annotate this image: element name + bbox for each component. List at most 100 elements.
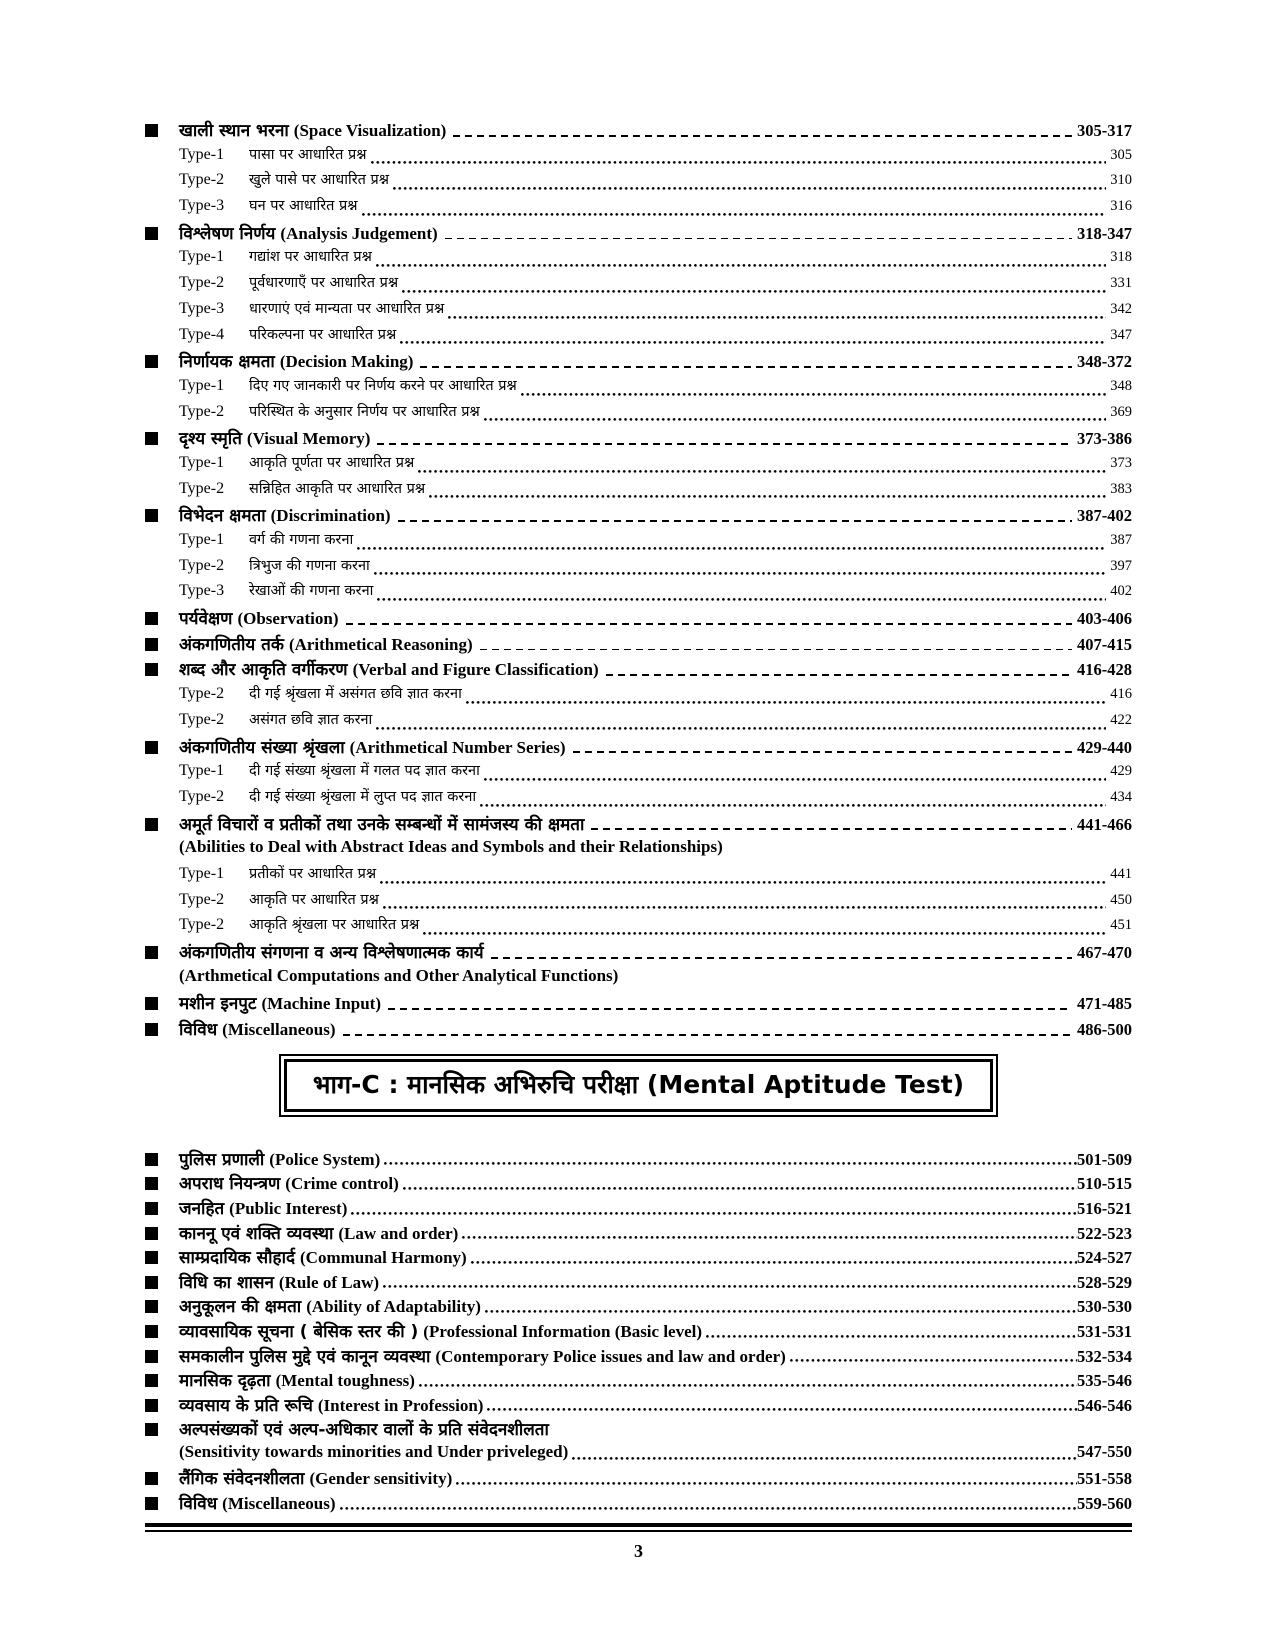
bullet-square-icon [145, 1423, 158, 1437]
toc-entry-pages: 535-546 [1077, 1371, 1132, 1391]
leader-dot-line [357, 546, 1107, 550]
toc-subentry-row: Type-2 दी गई श्रृंखला में असंगत छवि ज्ञात… [145, 683, 1132, 709]
leader-dot-line [484, 1309, 1077, 1313]
leader-dot-line [370, 161, 1107, 165]
toc-subentry-row: Type-2 परिस्थित के अनुसार निर्णय पर आधारि… [145, 401, 1132, 427]
subentry-text-hindi: आकृति पूर्णता पर आधारित प्रश्न [249, 454, 415, 471]
toc-entry-title-hindi: समकालीन पुलिस मुद्दे एवं कानून व्यवस्था [179, 1346, 431, 1367]
toc-entry-pages: 348-372 [1077, 352, 1132, 372]
part-b-toc-list: खाली स्थान भरना (Space Visualization) 305-… [145, 118, 1132, 1043]
toc-entry-pages: 528-529 [1077, 1272, 1132, 1292]
subentry-text-hindi: आकृति श्रृंखला पर आधारित प्रश्न [249, 917, 420, 934]
toc-subentry-row: Type-1 वर्ग की गणना करना 387 [145, 529, 1132, 555]
toc-entry-pages: 318-347 [1077, 223, 1132, 243]
leader-dash-line [387, 1008, 1072, 1011]
subentry-type-label: Type-3 [179, 582, 225, 600]
toc-entry-row: अनुकूलन की क्षमता (Ability of Adaptabilit… [145, 1294, 1132, 1319]
bullet-cell [145, 1273, 179, 1292]
subentry-page: 451 [1110, 917, 1132, 934]
bullet-square-icon [145, 355, 158, 369]
subentry-text-hindi: खुले पासे पर आधारित प्रश्न [249, 172, 390, 189]
bullet-cell [145, 1174, 179, 1193]
bullet-square-icon [145, 226, 158, 240]
subentry-text-hindi: त्रिभुज की गणना करना [249, 557, 370, 574]
toc-entry-title-english: (Miscellaneous) [222, 1494, 336, 1514]
toc-entry-title-english: (Arithmetical Number Series) [349, 737, 566, 757]
toc-entry-title-english: (Visual Memory) [246, 429, 371, 449]
toc-entry-pages: 531-531 [1077, 1321, 1132, 1341]
subentry-page: 348 [1110, 377, 1132, 394]
bullet-cell [145, 352, 179, 371]
toc-entry-title-english: (Law and order) [338, 1223, 459, 1243]
toc-entry-title-english: (Rule of Law) [278, 1272, 380, 1292]
leader-dot-line [483, 418, 1107, 422]
subentry-text-hindi: परिस्थित के अनुसार निर्णय पर आधारित प्रश… [249, 403, 480, 420]
subentry-type-label: Type-1 [179, 248, 225, 266]
subentry-type-label: Type-2 [179, 890, 225, 908]
bullet-cell [145, 815, 179, 834]
bullet-cell [145, 1020, 179, 1039]
subentry-type-label: Type-2 [179, 171, 225, 189]
footer-divider [145, 1522, 1132, 1532]
toc-entry-title-hindi: मशीन इनपुट [179, 994, 257, 1015]
leader-dot-line [418, 1383, 1077, 1387]
leader-dot-line [375, 264, 1107, 268]
bullet-cell [145, 1371, 179, 1390]
toc-entry-title-english: (Ability of Adaptability) [306, 1297, 481, 1317]
leader-dot-line [380, 880, 1107, 884]
bullet-cell [145, 1322, 179, 1341]
subentry-text-hindi: वर्ग की गणना करना [249, 532, 354, 548]
toc-entry-pages: 486-500 [1077, 1020, 1132, 1040]
subentry-type-label: Type-2 [179, 685, 225, 703]
bullet-cell [145, 121, 179, 140]
toc-entry-title-hindi: लैंगिक संवेदनशीलता [179, 1469, 305, 1490]
toc-entry-pages: 407-415 [1077, 634, 1132, 654]
toc-entry-row: अल्पसंख्यकों एवं अल्प-अधिकार वालों के प्… [145, 1417, 1132, 1442]
toc-entry-pages: 373-386 [1077, 429, 1132, 449]
toc-entry-row: अंकगणितीय संगणना व अन्य विश्लेषणात्मक का… [145, 940, 1132, 966]
leader-dot-line [376, 726, 1107, 730]
bullet-square-icon [145, 1177, 158, 1191]
bullet-square-icon [145, 1275, 158, 1289]
toc-entry-title-english: (Abilities to Deal with Abstract Ideas a… [179, 837, 723, 857]
subentry-type-label: Type-1 [179, 376, 225, 394]
part-c-heading-box: भाग-C : मानसिक अभिरुचि परीक्षा (Mental A… [278, 1053, 999, 1117]
leader-dash-line [490, 956, 1072, 959]
toc-entry-title-english: (Public Interest) [229, 1198, 348, 1218]
toc-entry-title-english: (Professional Information (Basic level) [423, 1321, 703, 1341]
bullet-cell [145, 1150, 179, 1169]
toc-entry-pages: 416-428 [1077, 660, 1132, 680]
toc-entry-title-english: (Miscellaneous) [222, 1020, 336, 1040]
toc-entry-title-hindi: व्यवसाय के प्रति रूचि [179, 1395, 313, 1416]
subentry-text-hindi: दी गई श्रृंखला में असंगत छवि ज्ञात करना [249, 686, 462, 703]
part-c-heading: भाग-C : मानसिक अभिरुचि परीक्षा (Mental A… [312, 1069, 965, 1099]
toc-entry-title-hindi: जनहित [179, 1198, 225, 1219]
toc-entry-title-english: (Sensitivity towards minorities and Unde… [179, 1441, 569, 1461]
leader-dot-line [339, 1506, 1077, 1510]
toc-subentry-row: Type-1 प्रतीकों पर आधारित प्रश्न 441 [145, 863, 1132, 889]
toc-entry-title-english: (Crime control) [285, 1174, 399, 1194]
leader-dot-line [448, 315, 1107, 319]
toc-entry-pages: 551-558 [1077, 1469, 1132, 1489]
subentry-text-hindi: परिकल्पना पर आधारित प्रश्न [249, 326, 397, 343]
subentry-page: 434 [1110, 788, 1132, 805]
bullet-square-icon [145, 509, 158, 523]
leader-dot-line [400, 341, 1107, 345]
bullet-cell [145, 1396, 179, 1415]
bullet-square-icon [145, 817, 158, 831]
toc-entry-row: विश्लेषण निर्णय (Analysis Judgement) 318-3… [145, 221, 1132, 247]
subentry-type-label: Type-2 [179, 274, 225, 292]
toc-subentry-row: Type-3 रेखाओं की गणना करना 402 [145, 580, 1132, 606]
toc-entry-title-hindi: विधि का शासन [179, 1272, 274, 1293]
toc-entry-row: समकालीन पुलिस मुद्दे एवं कानून व्यवस्था(… [145, 1344, 1132, 1369]
subentry-page: 373 [1110, 454, 1132, 471]
toc-entry-pages: 522-523 [1077, 1223, 1132, 1243]
bullet-cell [145, 1469, 179, 1488]
bullet-square-icon [145, 1497, 158, 1511]
toc-entry-pages: 305-317 [1077, 121, 1132, 140]
subentry-type-label: Type-3 [179, 299, 225, 317]
toc-entry-row: शब्द और आकृति वर्गीकरण (Verbal and Figure… [145, 657, 1132, 683]
subentry-type-label: Type-2 [179, 916, 225, 934]
subentry-text-hindi: दिए गए जानकारी पर निर्णय करने पर आधारित … [249, 377, 517, 394]
